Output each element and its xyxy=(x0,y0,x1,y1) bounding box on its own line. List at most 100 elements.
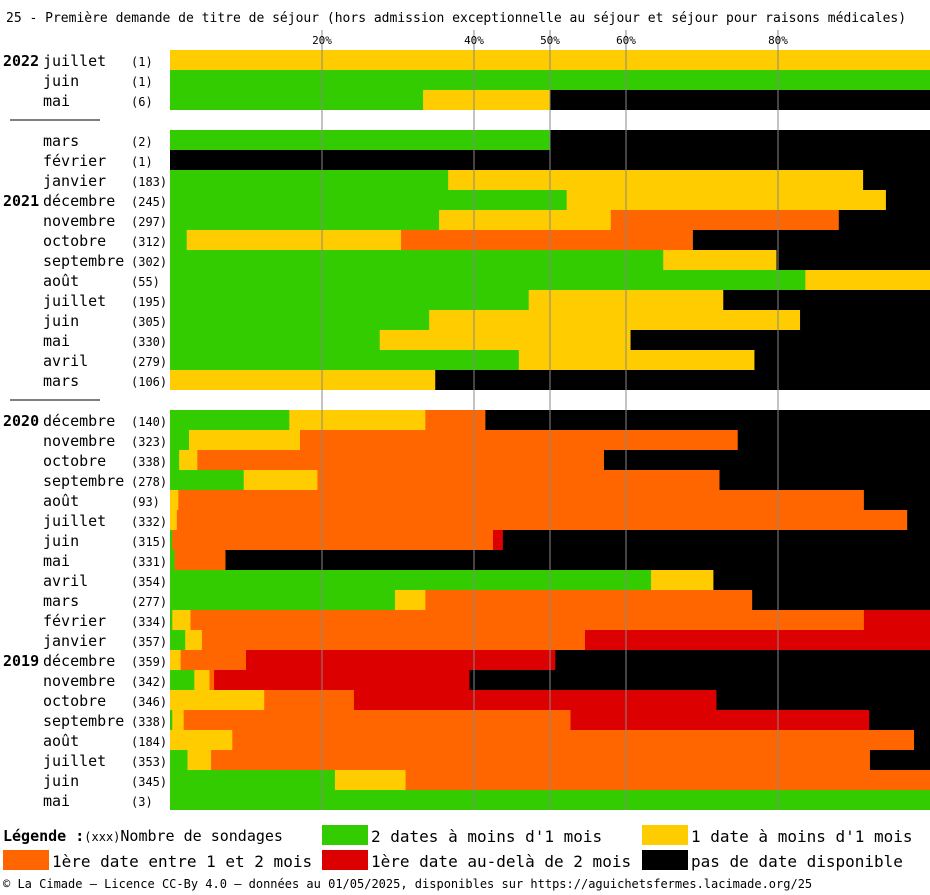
bar-segment-black xyxy=(469,670,930,690)
month-label: décembre xyxy=(43,652,115,670)
bar-segment-green xyxy=(170,710,173,730)
month-label: mai xyxy=(43,792,70,810)
bar-segment-orange xyxy=(264,690,355,710)
month-label: octobre xyxy=(43,232,106,250)
bar-segment-black xyxy=(502,530,930,550)
count-label: (302) xyxy=(131,255,167,269)
count-label: (353) xyxy=(131,755,167,769)
month-label: mai xyxy=(43,552,70,570)
bar-segment-green xyxy=(170,130,551,150)
count-label: (297) xyxy=(131,215,167,229)
bar-segment-black xyxy=(737,430,930,450)
bar-segment-black xyxy=(713,570,930,590)
bar-segment-green xyxy=(170,170,449,190)
bar-segment-orange xyxy=(172,530,494,550)
count-label: (332) xyxy=(131,515,167,529)
bar-segment-black xyxy=(914,730,930,750)
bar-segment-black xyxy=(225,550,930,570)
bar-segment-green xyxy=(170,250,664,270)
month-label: mars xyxy=(43,592,79,610)
count-label: (55) xyxy=(131,275,160,289)
month-label: novembre xyxy=(43,212,115,230)
bar-segment-yellow xyxy=(172,610,191,630)
bar-segment-black xyxy=(435,370,930,390)
month-label: mars xyxy=(43,132,79,150)
bar-segment-black xyxy=(800,310,930,330)
month-label: février xyxy=(43,612,106,630)
legend-label-black: pas de date disponible xyxy=(691,852,903,871)
bar-segment-black xyxy=(752,590,930,610)
bar-segment-yellow xyxy=(170,490,179,510)
bar-segment-yellow xyxy=(805,270,930,290)
bar-segment-yellow xyxy=(243,470,318,490)
bar-segment-green xyxy=(170,350,520,370)
count-label: (1) xyxy=(131,75,153,89)
bar-segment-yellow xyxy=(189,430,301,450)
month-label: août xyxy=(43,492,79,510)
bar-segment-orange xyxy=(190,610,865,630)
bar-segment-orange xyxy=(401,230,694,250)
bar-segment-green xyxy=(170,770,336,790)
bar-segment-orange xyxy=(176,510,908,530)
count-label: (195) xyxy=(131,295,167,309)
count-label: (277) xyxy=(131,595,167,609)
month-label: février xyxy=(43,152,106,170)
bar-segment-green xyxy=(170,470,245,490)
legend-count-marker: (xxx) xyxy=(84,830,121,844)
count-label: (331) xyxy=(131,555,167,569)
count-label: (140) xyxy=(131,415,167,429)
bar-segment-orange xyxy=(180,650,247,670)
bar-segment-black xyxy=(907,510,930,530)
count-label: (330) xyxy=(131,335,167,349)
month-label: juillet xyxy=(43,752,106,770)
bar-segment-green xyxy=(170,570,652,590)
bar-segment-yellow xyxy=(566,190,887,210)
count-label: (345) xyxy=(131,775,167,789)
count-label: (359) xyxy=(131,655,167,669)
bar-segment-green xyxy=(170,530,173,550)
legend: Légende :(xxx)Nombre de sondages 2 dates… xyxy=(0,822,930,872)
legend-header: Légende :(xxx)Nombre de sondages xyxy=(3,827,283,845)
count-label: (278) xyxy=(131,475,167,489)
month-label: avril xyxy=(43,352,88,370)
bar-segment-orange xyxy=(197,450,605,470)
count-label: (315) xyxy=(131,535,167,549)
bar-segment-red xyxy=(214,670,470,690)
bar-segment-orange xyxy=(174,550,226,570)
bar-segment-black xyxy=(863,490,930,510)
count-label: (6) xyxy=(131,95,153,109)
count-label: (184) xyxy=(131,735,167,749)
legend-title: Légende : xyxy=(3,827,85,845)
bar-segment-red xyxy=(863,610,930,630)
chart-title: 25 - Première demande de titre de séjour… xyxy=(6,11,907,26)
bar-segment-black xyxy=(754,350,930,370)
legend-swatch-yellow xyxy=(642,825,688,845)
bar-segment-red xyxy=(246,650,556,670)
bar-segment-yellow xyxy=(651,570,714,590)
count-label: (305) xyxy=(131,315,167,329)
bar-segment-orange xyxy=(201,630,586,650)
bar-segment-green xyxy=(170,430,190,450)
legend-label-yellow: 1 date à moins d'1 mois xyxy=(691,827,913,846)
count-label: (334) xyxy=(131,615,167,629)
bar-segment-yellow xyxy=(187,750,212,770)
bar-segment-green xyxy=(170,190,568,210)
bar-segment-orange xyxy=(211,750,871,770)
bar-segment-green xyxy=(170,90,424,110)
bar-segment-green xyxy=(170,550,175,570)
bar-segment-yellow xyxy=(439,210,612,230)
legend-label-red: 1ère date au-delà de 2 mois xyxy=(371,852,632,871)
month-label: juillet xyxy=(43,52,106,70)
bar-segment-yellow xyxy=(170,690,265,710)
month-label: juin xyxy=(43,772,79,790)
month-label: septembre xyxy=(43,252,124,270)
bar-segment-yellow xyxy=(379,330,631,350)
count-label: (245) xyxy=(131,195,167,209)
month-label: juin xyxy=(43,532,79,550)
bar-segment-yellow xyxy=(170,370,436,390)
month-label: septembre xyxy=(43,472,124,490)
legend-swatch-black xyxy=(642,850,688,870)
bar-segment-green xyxy=(170,590,396,610)
bar-segment-orange xyxy=(232,730,915,750)
x-tick-label: 40% xyxy=(464,34,484,47)
